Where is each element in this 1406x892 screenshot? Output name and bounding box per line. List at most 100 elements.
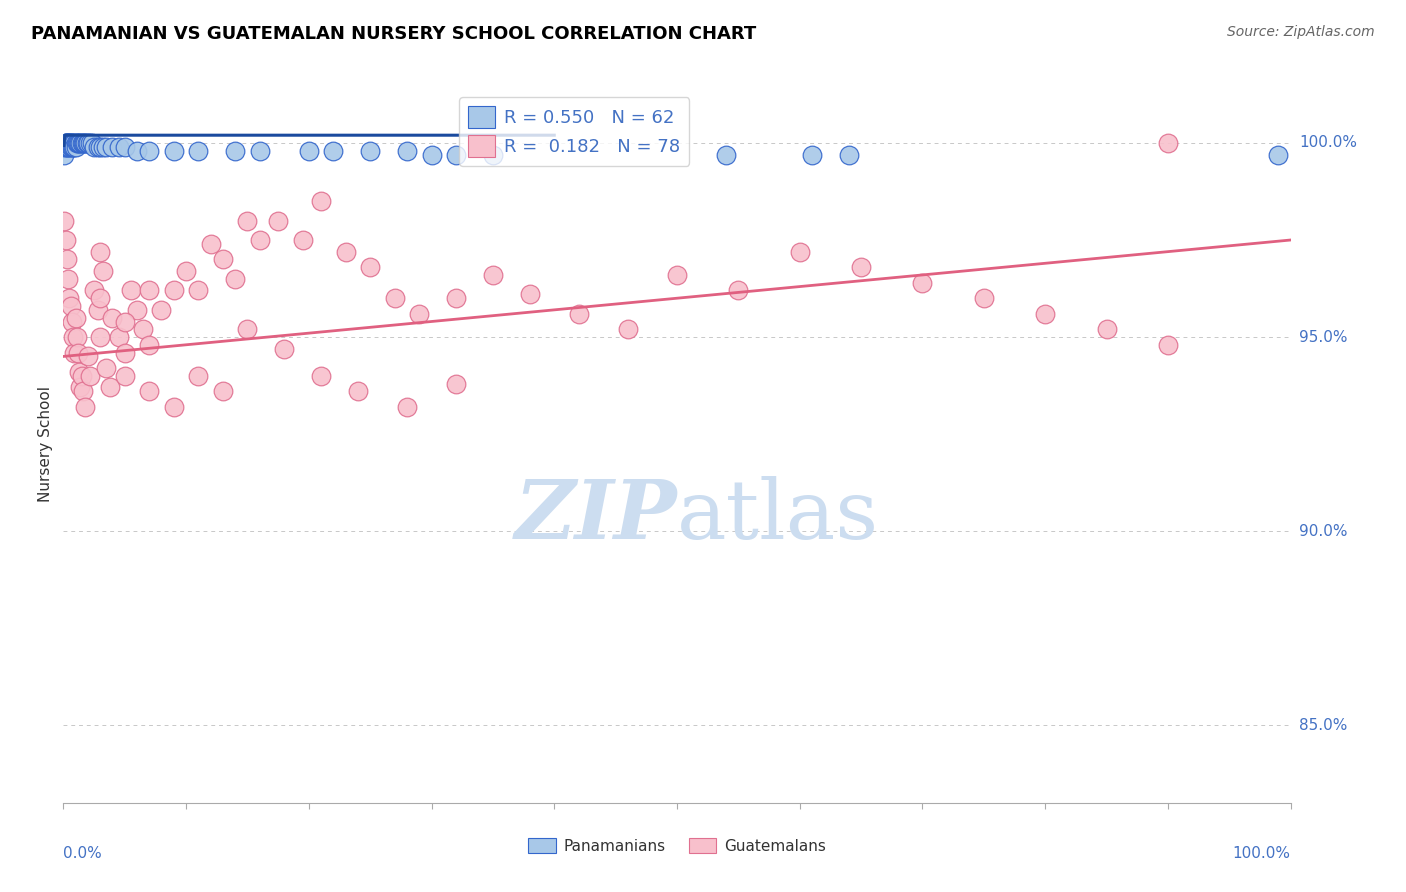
Point	[89, 244, 111, 259]
Point	[53, 213, 76, 227]
Point	[96, 140, 118, 154]
Point	[66, 345, 89, 359]
Text: 90.0%: 90.0%	[1299, 524, 1347, 539]
Point	[62, 330, 84, 344]
Point	[101, 310, 124, 325]
Point	[59, 136, 82, 150]
Point	[75, 400, 97, 414]
Point	[150, 302, 173, 317]
Point	[60, 136, 83, 150]
Point	[132, 322, 155, 336]
Point	[72, 136, 94, 150]
Point	[849, 260, 872, 275]
Point	[163, 284, 186, 298]
Point	[789, 244, 811, 259]
Point	[73, 136, 96, 150]
Text: atlas: atlas	[678, 475, 879, 556]
Point	[335, 244, 357, 259]
Point	[138, 144, 160, 158]
Point	[211, 384, 233, 399]
Point	[125, 302, 148, 317]
Point	[56, 272, 79, 286]
Point	[58, 140, 80, 154]
Point	[224, 272, 246, 286]
Point	[359, 144, 381, 158]
Point	[55, 136, 77, 150]
Point	[65, 310, 87, 325]
Point	[420, 147, 443, 161]
Point	[70, 136, 93, 150]
Y-axis label: Nursery School: Nursery School	[38, 385, 53, 502]
Point	[187, 368, 209, 383]
Text: 100.0%: 100.0%	[1299, 136, 1357, 151]
Point	[98, 380, 121, 394]
Point	[86, 302, 108, 317]
Text: Source: ZipAtlas.com: Source: ZipAtlas.com	[1227, 25, 1375, 39]
Point	[56, 136, 79, 150]
Point	[89, 330, 111, 344]
Point	[519, 287, 541, 301]
Point	[444, 291, 467, 305]
Point	[70, 368, 93, 383]
Point	[62, 140, 84, 154]
Point	[911, 276, 934, 290]
Point	[67, 365, 90, 379]
Point	[395, 400, 418, 414]
Point	[69, 136, 91, 150]
Point	[114, 368, 136, 383]
Point	[125, 144, 148, 158]
Point	[187, 144, 209, 158]
Point	[107, 140, 129, 154]
Point	[91, 264, 114, 278]
Point	[359, 260, 381, 275]
Point	[76, 136, 98, 150]
Point	[56, 140, 79, 154]
Point	[163, 144, 186, 158]
Point	[66, 136, 89, 150]
Point	[53, 147, 76, 161]
Point	[138, 284, 160, 298]
Text: 0.0%: 0.0%	[63, 846, 103, 861]
Point	[249, 233, 271, 247]
Point	[60, 314, 83, 328]
Point	[838, 147, 860, 161]
Point	[236, 322, 259, 336]
Point	[309, 194, 332, 209]
Point	[76, 136, 98, 150]
Point	[163, 400, 186, 414]
Point	[1267, 147, 1289, 161]
Point	[79, 136, 101, 150]
Point	[107, 330, 129, 344]
Point	[56, 136, 79, 150]
Point	[83, 140, 105, 154]
Point	[1157, 338, 1180, 352]
Text: 100.0%: 100.0%	[1233, 846, 1291, 861]
Point	[727, 284, 749, 298]
Point	[211, 252, 233, 267]
Point	[482, 147, 505, 161]
Point	[174, 264, 197, 278]
Text: ZIP: ZIP	[515, 475, 678, 556]
Point	[1095, 322, 1118, 336]
Point	[63, 345, 86, 359]
Point	[59, 299, 82, 313]
Point	[395, 144, 418, 158]
Point	[347, 384, 370, 399]
Point	[76, 350, 98, 364]
Point	[801, 147, 824, 161]
Point	[114, 140, 136, 154]
Point	[58, 136, 80, 150]
Point	[298, 144, 321, 158]
Point	[666, 268, 689, 282]
Point	[56, 140, 79, 154]
Point	[86, 140, 108, 154]
Point	[384, 291, 406, 305]
Point	[59, 136, 82, 150]
Point	[83, 284, 105, 298]
Point	[309, 368, 332, 383]
Text: PANAMANIAN VS GUATEMALAN NURSERY SCHOOL CORRELATION CHART: PANAMANIAN VS GUATEMALAN NURSERY SCHOOL …	[31, 25, 756, 43]
Point	[63, 140, 86, 154]
Point	[89, 140, 111, 154]
Text: 85.0%: 85.0%	[1299, 718, 1347, 732]
Point	[65, 136, 87, 150]
